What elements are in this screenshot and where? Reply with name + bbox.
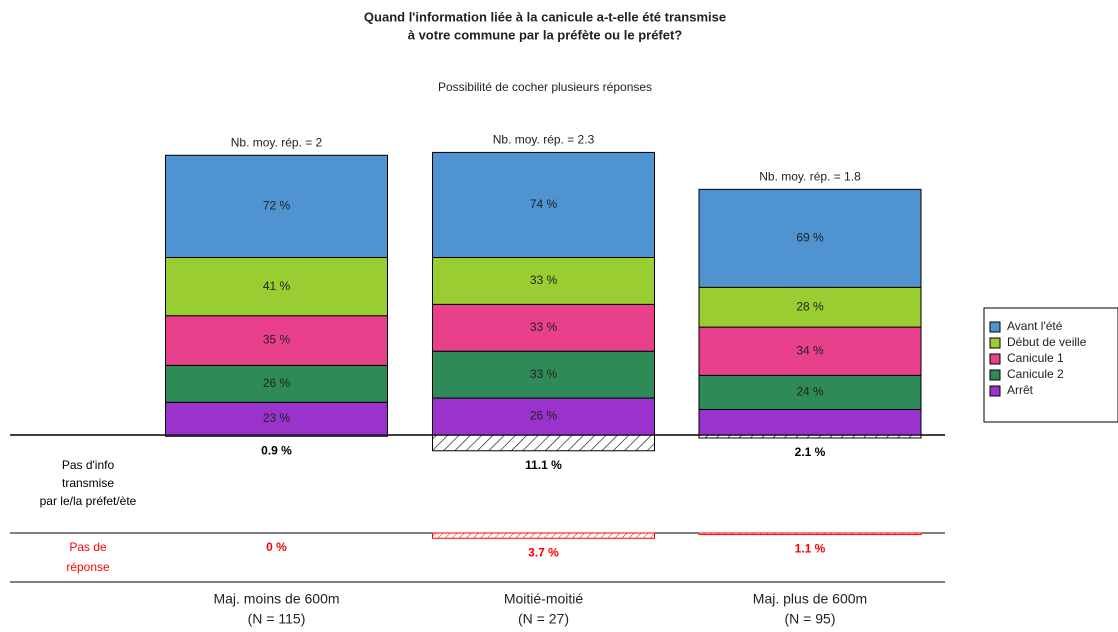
total-label: Nb. moy. rép. = 1.8 — [759, 170, 861, 184]
bar-segment — [432, 151, 655, 258]
no_answer-bar — [432, 532, 655, 539]
x-tick-note: (N = 115) — [248, 611, 306, 627]
bar-segment — [698, 326, 922, 376]
value-label: 26 % — [530, 409, 558, 423]
bar-segment — [432, 397, 655, 436]
bar-segment — [165, 364, 388, 403]
legend-label: Canicule 1 — [1007, 351, 1064, 365]
x-tick-note: (N = 95) — [785, 611, 836, 627]
row-label: par le/la préfet/ète — [40, 494, 137, 508]
value-label: 33 % — [530, 320, 558, 334]
value-label: 41 % — [263, 279, 291, 293]
value-label: 24 % — [796, 385, 824, 399]
total-label: Nb. moy. rép. = 2 — [231, 135, 323, 149]
row-label: Pas d'info — [62, 458, 115, 472]
x-tick-label: Maj. moins de 600m — [213, 591, 339, 607]
no_info-bar — [165, 434, 388, 437]
row-label: réponse — [66, 560, 110, 574]
value-label: 34 % — [796, 343, 824, 357]
value-label: 23 % — [263, 411, 291, 425]
bar-segment — [432, 303, 655, 352]
bar-segment — [698, 286, 922, 328]
chart-title: Quand l'information liée à la canicule a… — [364, 9, 726, 24]
no_answer-bar — [698, 532, 922, 536]
bar-segment — [165, 154, 388, 258]
row-label: Pas de — [69, 540, 107, 554]
bar-segment — [165, 257, 388, 317]
value-label: 74 % — [530, 197, 558, 211]
legend-swatch — [989, 369, 1001, 381]
value-label: 33 % — [530, 367, 558, 381]
value-label: 35 % — [263, 333, 291, 347]
x-tick-note: (N = 27) — [518, 611, 569, 627]
row-label: transmise — [62, 476, 114, 490]
no_info-label: 0.9 % — [261, 443, 292, 457]
legend-swatch — [989, 385, 1001, 397]
value-label: 28 % — [796, 299, 824, 313]
bar-segment — [432, 257, 655, 305]
no_answer-label: 1.1 % — [795, 542, 826, 556]
no_answer-label: 3.7 % — [528, 545, 559, 559]
bar-segment — [432, 350, 655, 399]
chart-title: à votre commune par la préfète ou le pré… — [408, 27, 683, 42]
x-tick-label: Maj. plus de 600m — [753, 591, 867, 607]
bar-segment — [698, 408, 922, 436]
legend-label: Avant l'été — [1007, 319, 1063, 333]
legend-label: Canicule 2 — [1007, 367, 1064, 381]
value-label: 26 % — [263, 376, 291, 390]
legend — [983, 307, 1118, 423]
legend-swatch — [989, 337, 1001, 349]
value-label: 33 % — [530, 273, 558, 287]
bar-segment — [698, 188, 922, 288]
no_info-bar — [432, 434, 655, 452]
value-label: 69 % — [796, 231, 824, 245]
subtitle: Possibilité de cocher plusieurs réponses — [438, 80, 652, 94]
total-label: Nb. moy. rép. = 2.3 — [493, 133, 595, 147]
legend-swatch — [989, 353, 1001, 365]
legend-label: Arrêt — [1007, 383, 1034, 397]
bar-segment — [698, 374, 922, 410]
no_info-label: 2.1 % — [795, 445, 826, 459]
bar-segment — [165, 315, 388, 366]
value-label: 72 % — [263, 199, 291, 213]
no_info-bar — [698, 434, 922, 439]
no_info-label: 11.1 % — [525, 458, 562, 472]
no_answer-label: 0 % — [266, 540, 287, 554]
legend-label: Début de veille — [1007, 335, 1087, 349]
x-tick-label: Moitié-moitié — [504, 591, 584, 607]
legend-swatch — [989, 321, 1001, 333]
